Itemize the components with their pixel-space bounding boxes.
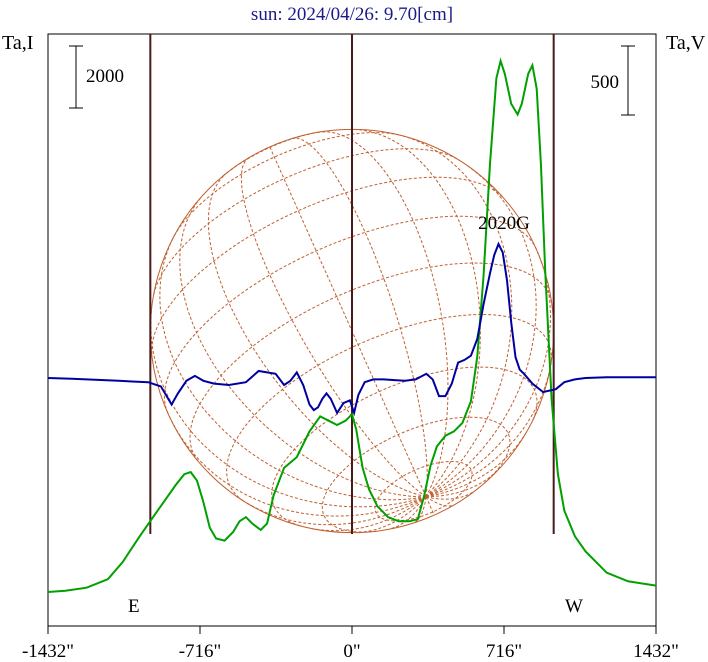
west-label: W bbox=[565, 596, 583, 617]
grid-longitude-line bbox=[390, 496, 427, 530]
grid-latitude-line bbox=[226, 313, 553, 502]
solar-disk-grid bbox=[149, 128, 555, 534]
grid-latitude-line bbox=[189, 262, 553, 462]
grid-longitude-line bbox=[312, 496, 427, 532]
grid-longitude-line bbox=[242, 496, 427, 526]
grid-latitude-line bbox=[173, 132, 400, 237]
grid-longitude-line bbox=[240, 157, 427, 498]
grid-latitude-line bbox=[153, 148, 458, 295]
grid-longitude-line bbox=[269, 146, 427, 497]
series-stokes-i-line bbox=[47, 57, 657, 593]
heliographic-grid bbox=[150, 128, 553, 534]
grid-longitude-line bbox=[425, 491, 475, 500]
grid-longitude-line bbox=[425, 166, 537, 498]
grid-longitude-line bbox=[167, 412, 427, 517]
series-stokes-v-line bbox=[47, 241, 656, 417]
grid-longitude-line bbox=[318, 131, 449, 498]
reference-lines bbox=[149, 34, 555, 534]
grid-longitude-line bbox=[425, 468, 500, 498]
x-tick-label: -1432" bbox=[22, 641, 74, 662]
x-tick-label: -716" bbox=[179, 641, 222, 662]
grid-longitude-line bbox=[399, 134, 513, 498]
grid-longitude-line bbox=[425, 433, 527, 498]
grid-longitude-line bbox=[425, 496, 454, 507]
grid-longitude-line bbox=[425, 496, 435, 516]
x-tick-label: 1432" bbox=[633, 641, 679, 662]
chart-title: sun: 2024/04/26: 9.70[cm] bbox=[251, 4, 453, 25]
x-tick-label: 0" bbox=[343, 641, 360, 662]
east-label: E bbox=[128, 596, 140, 617]
grid-longitude-line bbox=[150, 307, 427, 508]
scale-bars bbox=[69, 45, 635, 116]
active-region-label: 2020G bbox=[478, 213, 530, 234]
x-tick-label: 716" bbox=[486, 641, 522, 662]
grid-longitude-line bbox=[159, 235, 427, 501]
grid-longitude-line bbox=[179, 197, 427, 498]
x-axis-ticks: -1432" -716" 0" 716" 1432" bbox=[22, 626, 679, 662]
grid-longitude-line bbox=[291, 137, 428, 497]
grid-latitude-line bbox=[163, 215, 537, 414]
grid-longitude-line bbox=[414, 496, 427, 524]
left-scale-label: 2000 bbox=[86, 66, 124, 87]
grid-longitude-line bbox=[353, 128, 481, 498]
grid-longitude-line bbox=[356, 496, 427, 534]
right-axis-label: Ta,V bbox=[666, 32, 706, 54]
grid-latitude-line bbox=[151, 176, 504, 355]
grid-longitude-line bbox=[425, 248, 552, 498]
grid-latitude-line bbox=[321, 416, 511, 533]
grid-longitude-line bbox=[207, 172, 427, 498]
left-axis-label: Ta,I bbox=[2, 32, 33, 54]
right-scale-label: 500 bbox=[591, 72, 620, 93]
